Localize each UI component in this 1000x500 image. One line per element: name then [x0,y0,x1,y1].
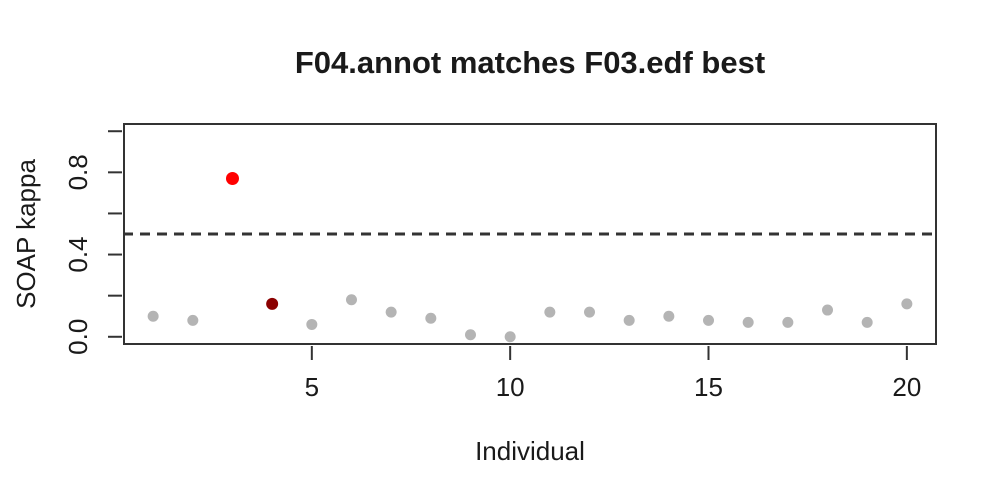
data-point [345,294,357,306]
x-tick-label: 20 [892,372,921,402]
data-point [663,310,675,322]
data-point [703,314,715,326]
data-point [901,298,913,310]
chart-title: F04.annot matches F03.edf best [294,45,766,80]
data-point [584,306,596,318]
data-point [623,314,635,326]
data-point [504,331,516,343]
data-point [544,306,556,318]
data-point [425,312,437,324]
data-point [306,318,318,330]
data-point [782,316,794,328]
data-point [147,310,159,322]
data-point [464,329,476,341]
y-tick-label: 0.0 [63,319,93,355]
y-tick-label: 0.8 [63,154,93,190]
x-axis-title: Individual [475,436,585,466]
data-point [187,314,199,326]
x-tick-label: 15 [694,372,723,402]
y-tick-label: 0.4 [63,236,93,272]
x-tick-label: 5 [305,372,319,402]
data-point [822,304,834,316]
data-point [225,172,239,185]
data-point [266,297,279,310]
data-point [861,316,873,328]
data-point [385,306,397,318]
data-point [742,316,754,328]
x-tick-label: 10 [496,372,525,402]
